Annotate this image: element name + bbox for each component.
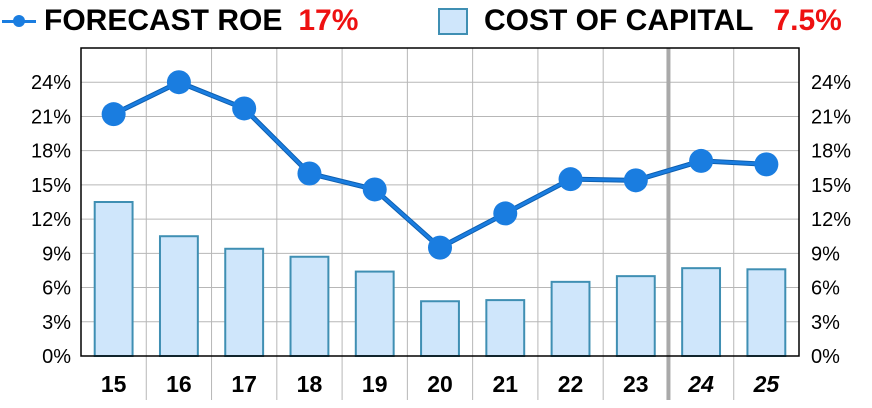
legend-item-cost-of-capital: COST OF CAPITAL 7.5% <box>438 2 842 40</box>
bar-cost-of-capital <box>158 235 199 358</box>
bar-cost-of-capital <box>420 300 460 357</box>
y-tick-label-right: 9% <box>811 243 840 265</box>
point-forecast-roe <box>166 70 191 95</box>
point-forecast-roe <box>623 168 648 193</box>
bar-cost-of-capital <box>224 247 265 357</box>
y-tick-label-left: 3% <box>42 312 71 334</box>
point-forecast-roe <box>689 148 714 173</box>
x-tick-label: 18 <box>297 371 323 397</box>
y-tick-label-left: 0% <box>42 346 71 368</box>
y-tick-label-right: 24% <box>811 72 851 94</box>
y-tick-label-right: 6% <box>811 278 840 300</box>
legend-item-forecast-roe: FORECAST ROE 17% <box>2 2 358 40</box>
x-tick-label: 19 <box>362 371 388 397</box>
bar-cost-of-capital <box>289 255 330 357</box>
point-forecast-roe <box>428 235 452 260</box>
bar-cost-of-capital <box>615 275 656 358</box>
y-tick-label-right: 3% <box>811 312 840 334</box>
x-tick-label: 24 <box>687 371 714 397</box>
bar-cost-of-capital <box>354 270 395 357</box>
plot-frame <box>80 47 800 357</box>
x-tick-label: 22 <box>558 371 584 397</box>
legend-label-cost-of-capital: COST OF CAPITAL <box>484 4 754 37</box>
bar-cost-of-capital <box>485 299 526 357</box>
bar-cost-of-capital <box>550 280 591 357</box>
point-forecast-roe <box>754 152 779 177</box>
bar-cost-of-capital <box>93 201 134 357</box>
x-tick-label: 23 <box>623 371 649 397</box>
y-tick-label-left: 15% <box>31 175 71 197</box>
legend-label-forecast-roe: FORECAST ROE <box>44 4 283 37</box>
x-tick-label: 21 <box>492 371 518 397</box>
point-forecast-roe <box>101 102 126 127</box>
y-tick-label-left: 21% <box>31 106 71 128</box>
x-tick-label: 17 <box>231 371 257 397</box>
point-forecast-roe <box>558 167 583 192</box>
legend-value-cost-of-capital: 7.5% <box>773 4 842 37</box>
y-tick-label-left: 18% <box>31 141 71 163</box>
point-forecast-roe <box>493 201 518 226</box>
point-forecast-roe <box>362 177 387 202</box>
point-forecast-roe <box>232 96 257 121</box>
y-tick-label-right: 0% <box>811 346 840 368</box>
y-tick-label-right: 12% <box>811 209 851 231</box>
y-tick-label-left: 6% <box>42 278 71 300</box>
y-tick-label-right: 18% <box>811 141 851 163</box>
point-forecast-roe <box>297 161 322 186</box>
line-marker-icon <box>2 11 36 31</box>
bar-cost-of-capital <box>681 267 722 357</box>
chart-legend: FORECAST ROE 17% COST OF CAPITAL 7.5% <box>0 0 872 44</box>
y-tick-label-right: 15% <box>811 175 851 197</box>
y-tick-label-left: 24% <box>31 72 71 94</box>
legend-value-forecast-roe: 17% <box>298 4 359 37</box>
bar-cost-of-capital <box>746 268 787 358</box>
y-tick-label-right: 21% <box>811 106 851 128</box>
y-tick-label-left: 9% <box>42 243 71 265</box>
x-tick-label: 20 <box>427 371 453 397</box>
x-tick-label: 25 <box>753 371 781 397</box>
x-tick-label: 16 <box>166 371 192 397</box>
x-tick-label: 15 <box>101 371 127 397</box>
y-tick-label-left: 12% <box>31 209 71 231</box>
bar-swatch-icon <box>438 7 468 35</box>
